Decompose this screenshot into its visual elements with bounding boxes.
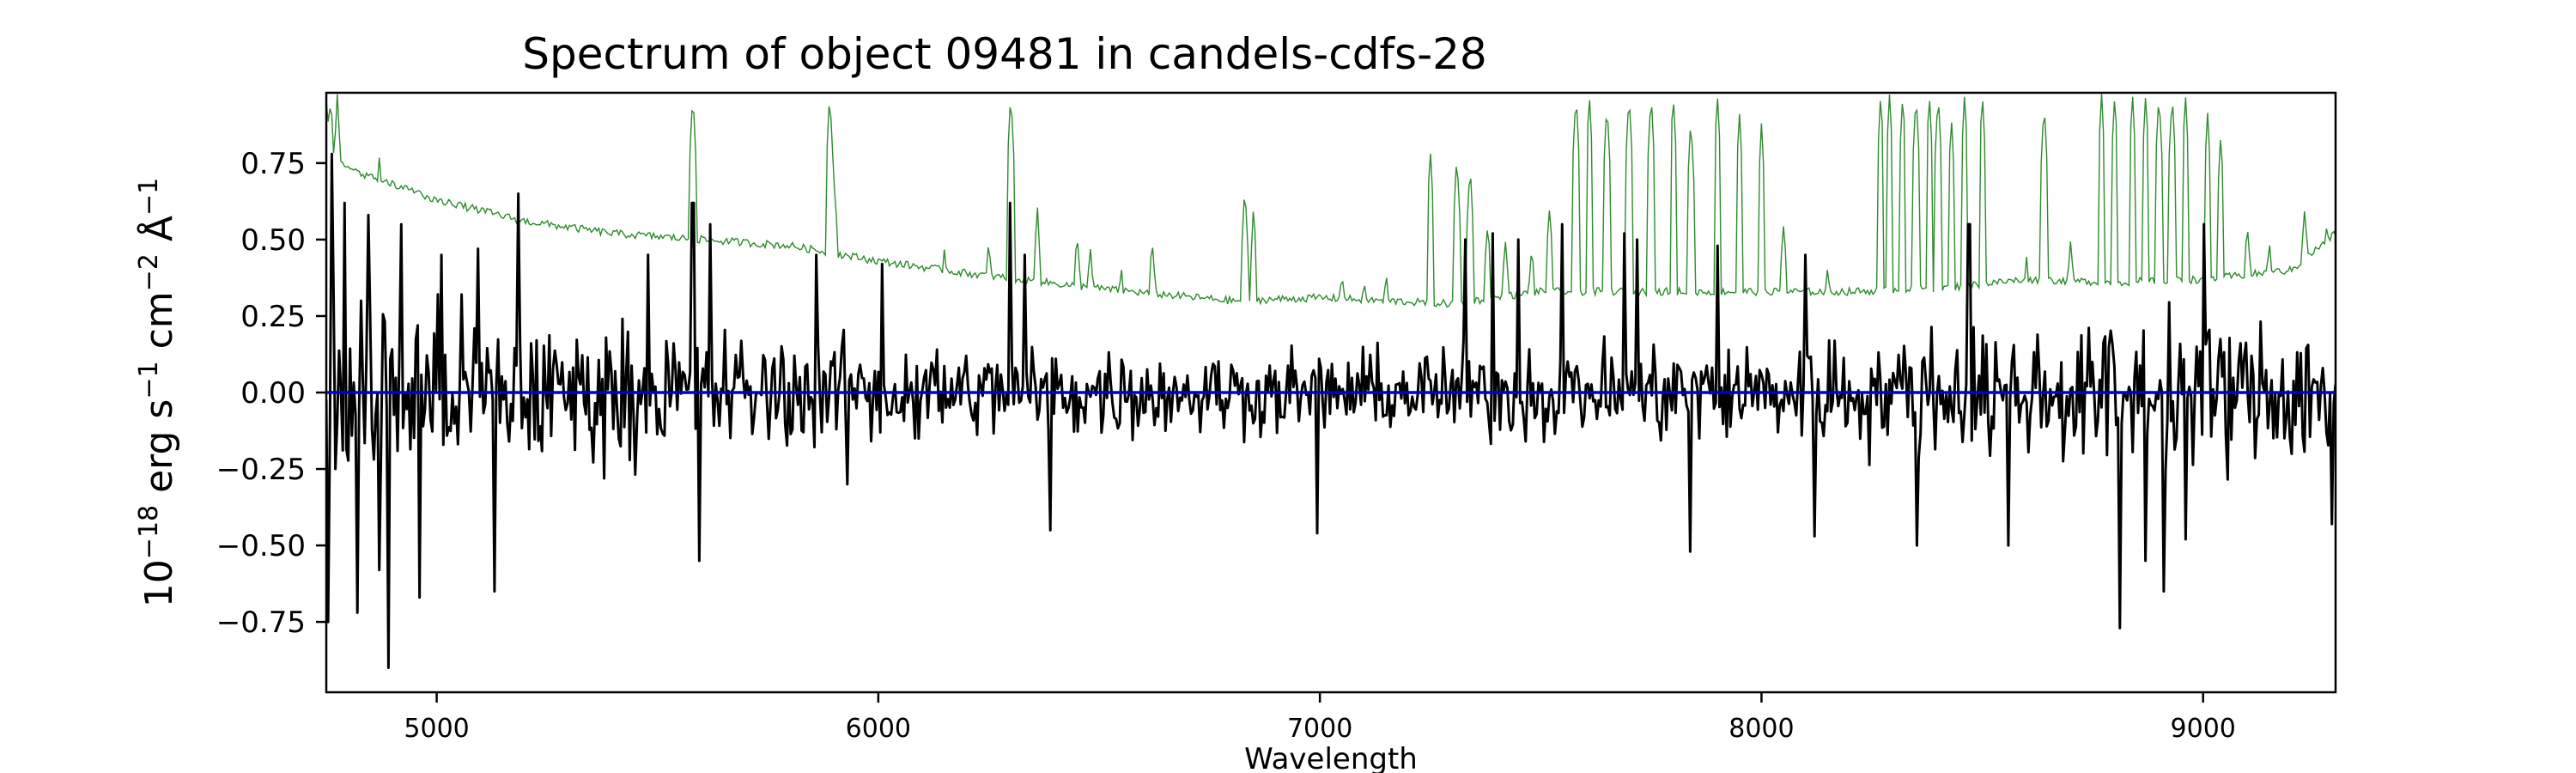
error-spectrum-line [326, 93, 2336, 308]
y-axis-label: 10−18 erg s−1 cm−2 Å−1 [134, 178, 182, 607]
y-tick-label: 0.75 [240, 147, 306, 181]
x-tick-label: 7000 [1287, 714, 1352, 744]
x-axis-label: Wavelength [1244, 742, 1418, 773]
flux-spectrum-line [326, 152, 2336, 669]
x-tick-label: 9000 [2171, 714, 2236, 744]
chart-title: Spectrum of object 09481 in candels-cdfs… [522, 29, 1487, 79]
y-axis: 0.75 0.50 0.25 0.00 −0.25 −0.50 −0.75 [216, 147, 326, 640]
y-tick-label: 0.00 [240, 376, 306, 411]
x-tick-label: 6000 [846, 714, 911, 744]
series-layer [326, 93, 2336, 669]
y-tick-label: 0.25 [240, 300, 306, 334]
y-tick-label: −0.50 [216, 529, 306, 563]
y-tick-label: 0.50 [240, 223, 306, 258]
x-tick-label: 8000 [1728, 714, 1794, 744]
x-tick-label: 5000 [404, 714, 469, 744]
x-axis: 5000 6000 7000 8000 9000 [404, 692, 2236, 744]
y-tick-label: −0.75 [216, 606, 306, 640]
y-tick-label: −0.25 [216, 453, 306, 487]
